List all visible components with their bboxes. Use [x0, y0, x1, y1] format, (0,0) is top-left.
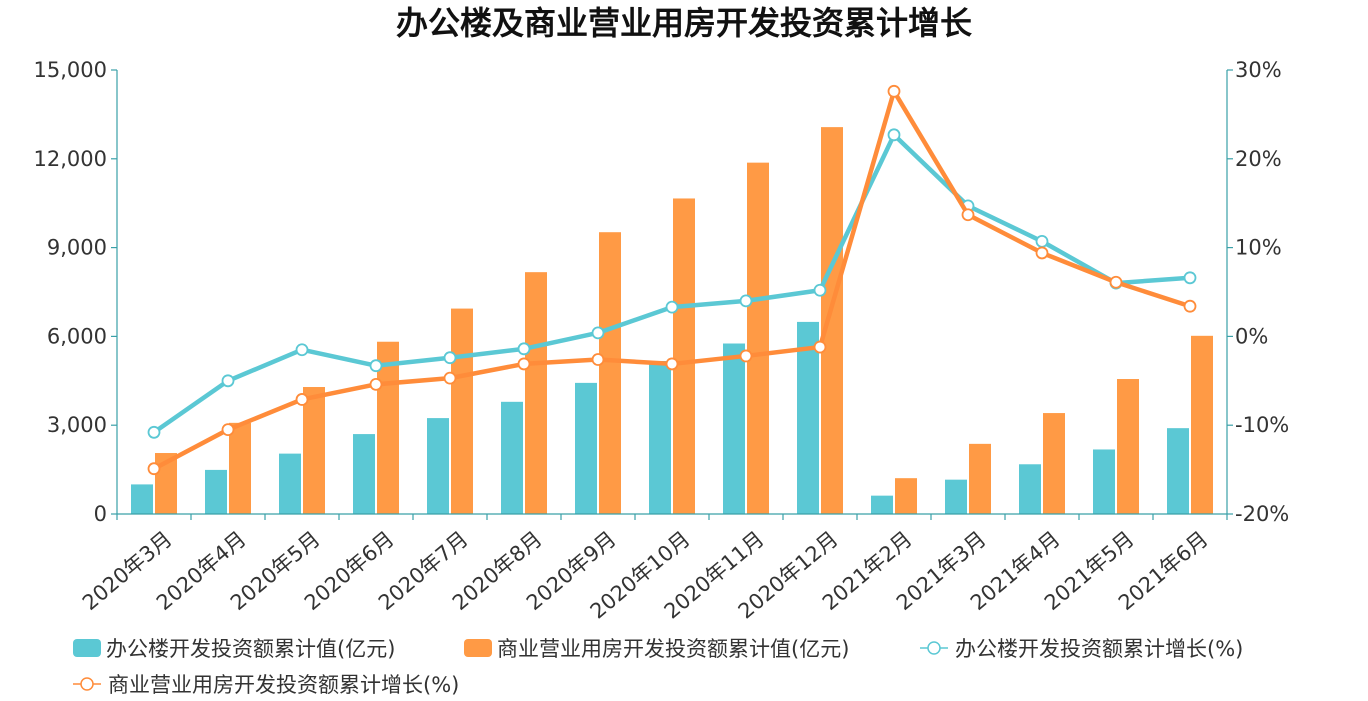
- legend-label: 办公楼开发投资额累计值(亿元): [106, 637, 395, 661]
- point-commercial-growth: [739, 349, 753, 363]
- right-y-tick-label: -20%: [1235, 502, 1289, 526]
- bar-office: [1093, 449, 1115, 514]
- axes: 0 3,000 6,000 9,000 12,000 15,000 -20% -10% 0% 10…: [34, 58, 1290, 624]
- point-commercial-growth: [147, 462, 161, 476]
- left-y-tick-label: 9,000: [47, 236, 107, 260]
- point-office-growth: [369, 359, 383, 373]
- bar-commercial: [895, 478, 917, 514]
- point-commercial-growth: [443, 371, 457, 385]
- bar-office: [501, 401, 523, 514]
- bar-commercial: [525, 272, 547, 514]
- point-commercial-growth: [221, 423, 235, 437]
- point-office-growth: [295, 343, 309, 357]
- legend-label: 商业营业用房开发投资额累计增长(%): [108, 673, 459, 697]
- bar-commercial: [1117, 379, 1139, 514]
- right-y-tick-label: 30%: [1235, 58, 1282, 82]
- point-office-growth: [665, 300, 679, 314]
- point-commercial-growth: [295, 393, 309, 406]
- bar-office: [575, 382, 597, 514]
- point-office-growth: [591, 326, 605, 340]
- point-office-growth: [1183, 271, 1197, 285]
- point-commercial-growth: [665, 357, 679, 371]
- bar-office: [205, 469, 227, 514]
- point-office-growth: [517, 342, 531, 356]
- point-commercial-growth: [813, 340, 827, 354]
- legend-swatch-bar: [73, 639, 101, 657]
- left-y-tick-label: 6,000: [47, 324, 107, 348]
- right-y-tick-label: 20%: [1235, 147, 1282, 171]
- bar-commercial: [673, 198, 695, 515]
- legend-swatch-bar: [464, 639, 492, 657]
- right-y-tick-label: -10%: [1235, 413, 1289, 437]
- chart-title: 办公楼及商业营业用房开发投资累计增长: [396, 4, 972, 42]
- left-y-tick-label: 0: [94, 502, 107, 526]
- bar-commercial: [451, 308, 473, 514]
- bar-commercial: [303, 387, 325, 514]
- legend: 办公楼开发投资额累计值(亿元) 商业营业用房开发投资额累计值(亿元) 办公楼开发投资…: [73, 637, 1243, 697]
- point-commercial-growth: [961, 208, 975, 222]
- point-office-growth: [813, 283, 827, 297]
- bar-commercial: [969, 443, 991, 514]
- bar-office: [279, 453, 301, 514]
- point-office-growth: [739, 294, 753, 308]
- bar-office: [427, 418, 449, 514]
- bar-commercial: [1191, 335, 1213, 514]
- bar-office: [131, 484, 153, 514]
- right-y-tick-label: 0%: [1235, 324, 1268, 348]
- bar-office: [1019, 464, 1041, 514]
- point-commercial-growth: [369, 377, 383, 391]
- bar-office: [871, 495, 893, 514]
- point-commercial-growth: [517, 357, 531, 371]
- legend-label: 商业营业用房开发投资额累计值(亿元): [497, 637, 849, 661]
- point-office-growth: [1035, 234, 1049, 248]
- bar-layer: [131, 127, 1213, 515]
- left-y-tick-label: 15,000: [34, 58, 107, 82]
- point-commercial-growth: [887, 84, 901, 98]
- point-commercial-growth: [1035, 246, 1049, 260]
- left-y-tick-label: 3,000: [47, 413, 107, 437]
- legend-swatch-marker: [927, 641, 941, 655]
- point-commercial-growth: [1109, 275, 1123, 289]
- point-office-growth: [887, 128, 901, 142]
- point-office-growth: [221, 374, 235, 388]
- bar-commercial: [747, 162, 769, 514]
- bar-office: [723, 343, 745, 514]
- bar-office: [945, 479, 967, 514]
- bar-commercial: [155, 453, 177, 514]
- point-commercial-growth: [591, 353, 605, 366]
- point-office-growth: [147, 425, 161, 439]
- bar-commercial: [229, 422, 251, 514]
- bar-office: [649, 360, 671, 514]
- legend-label: 办公楼开发投资额累计增长(%): [955, 637, 1243, 661]
- bar-office: [797, 321, 819, 514]
- right-y-tick-label: 10%: [1235, 236, 1282, 260]
- bar-commercial: [821, 127, 843, 515]
- point-commercial-growth: [1183, 299, 1197, 313]
- bar-commercial: [599, 232, 621, 514]
- bar-commercial: [1043, 413, 1065, 514]
- left-y-tick-label: 12,000: [34, 147, 107, 171]
- bar-office: [1167, 428, 1189, 514]
- legend-swatch-marker: [80, 677, 94, 691]
- bar-office: [353, 434, 375, 514]
- line-layer: [147, 84, 1197, 476]
- point-office-growth: [443, 351, 457, 365]
